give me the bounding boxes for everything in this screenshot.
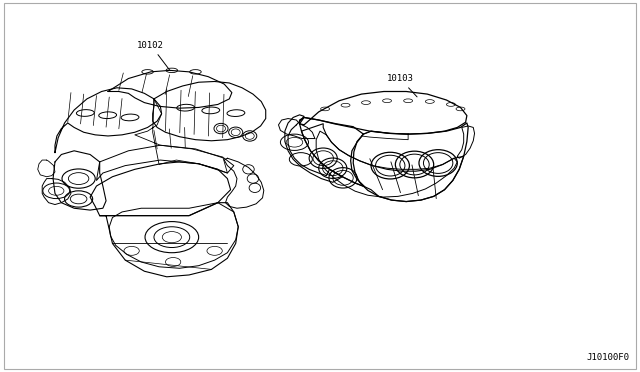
Text: J10100F0: J10100F0: [587, 353, 630, 362]
Text: 10102: 10102: [138, 41, 170, 71]
Text: 10103: 10103: [387, 74, 417, 97]
